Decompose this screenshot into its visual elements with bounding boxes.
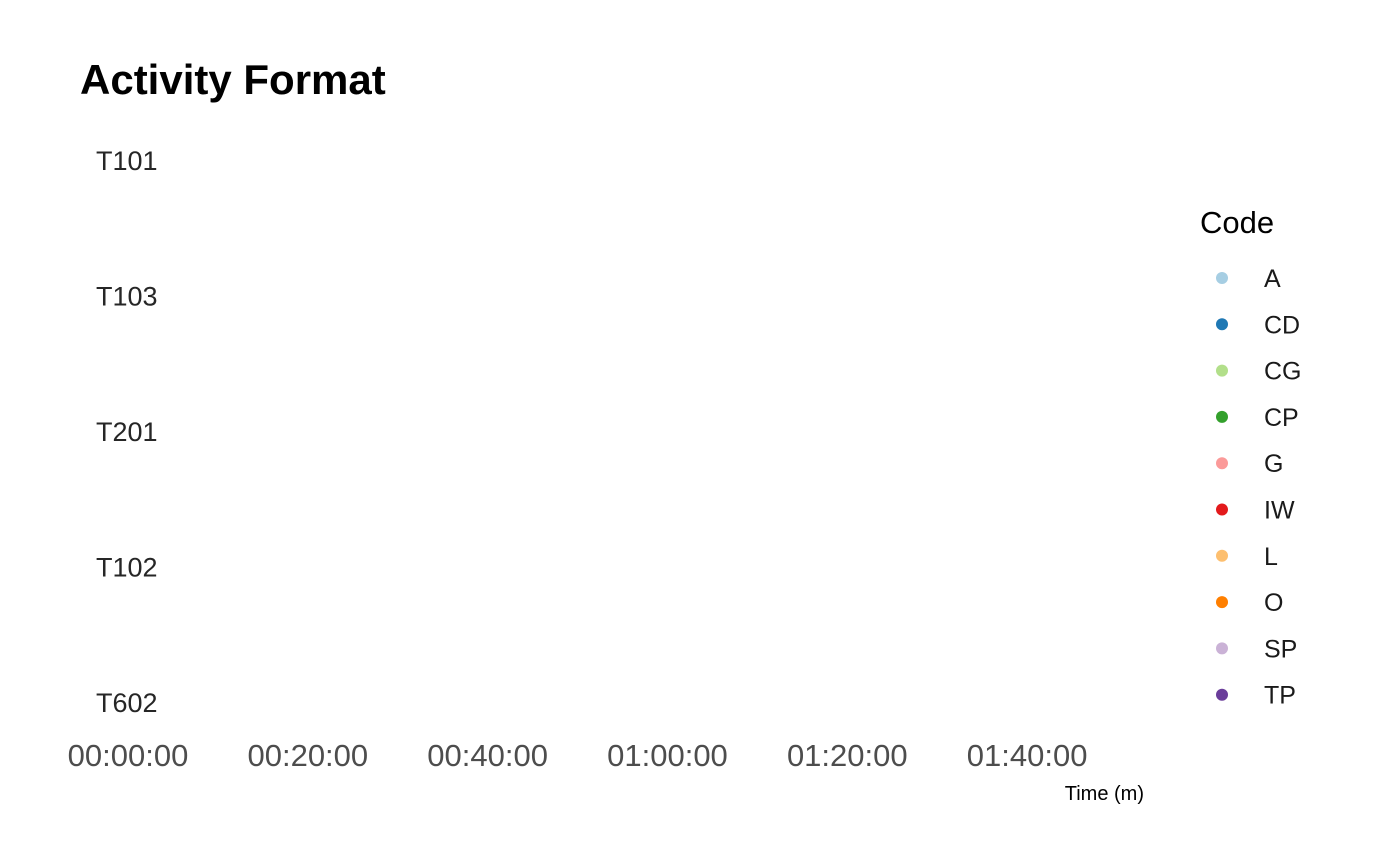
legend-items: A CD CG CP G IW LO SP TP — [1216, 265, 1302, 710]
legend-swatch — [1216, 410, 1228, 423]
legend-item-l: L — [1216, 543, 1278, 571]
legend-item-g: G — [1216, 450, 1283, 478]
legend-label: CG — [1264, 358, 1302, 386]
legend-label: L — [1264, 543, 1278, 571]
legend-swatch — [1216, 688, 1228, 701]
legend-label: A — [1264, 265, 1281, 293]
legend-item-cp: CP — [1216, 404, 1299, 432]
x-tick-label: 00:20:00 — [247, 738, 368, 773]
y-tick-t602: T602 — [96, 688, 158, 718]
legend-label: TP — [1264, 682, 1296, 710]
legend-label: O — [1264, 589, 1283, 617]
legend-item-cg: CG — [1216, 358, 1302, 386]
legend-item-a: A — [1216, 265, 1281, 293]
x-axis-ticks: 00:00:00 00:20:00 00:40:00 01:00:00 01:20:00… — [68, 738, 1088, 773]
legend-swatch — [1216, 318, 1228, 331]
legend-swatch — [1216, 272, 1228, 284]
legend-label: CP — [1264, 404, 1299, 432]
y-tick-t102: T102 — [96, 553, 158, 583]
x-tick-label: 01:40:00 — [967, 738, 1088, 773]
y-tick-t101: T101 — [96, 146, 158, 176]
legend-item-sp: SP — [1216, 635, 1297, 663]
legend-label: G — [1264, 450, 1283, 478]
x-tick-label: 01:00:00 — [607, 738, 728, 773]
legend-item-o: O — [1216, 589, 1283, 617]
legend-label: CD — [1264, 311, 1300, 339]
legend-swatch — [1216, 596, 1228, 609]
y-tick-t201: T201 — [96, 417, 158, 447]
legend-swatch — [1216, 503, 1228, 516]
x-tick-label: 00:00:00 — [68, 738, 189, 773]
legend-swatch — [1216, 457, 1228, 470]
legend-item-cd: CD — [1216, 311, 1300, 339]
legend-label: SP — [1264, 635, 1297, 663]
legend: Code A CD CG CP G IW LO SP TP — [1200, 205, 1302, 710]
x-tick-label: 00:40:00 — [427, 738, 548, 773]
legend-swatch — [1216, 642, 1228, 655]
legend-title: Code — [1200, 205, 1274, 240]
x-tick-label: 01:20:00 — [787, 738, 908, 773]
legend-swatch — [1216, 549, 1228, 562]
chart-title: Activity Format — [80, 56, 386, 103]
y-axis-ticks: T101 T103 T201 T102 T602 — [96, 146, 158, 718]
legend-item-iw: IW — [1216, 497, 1295, 525]
x-axis-label: Time (m) — [1065, 783, 1144, 805]
legend-item-tp: TP — [1216, 682, 1296, 710]
legend-label: IW — [1264, 497, 1295, 525]
y-tick-t103: T103 — [96, 282, 158, 312]
legend-swatch — [1216, 364, 1228, 377]
